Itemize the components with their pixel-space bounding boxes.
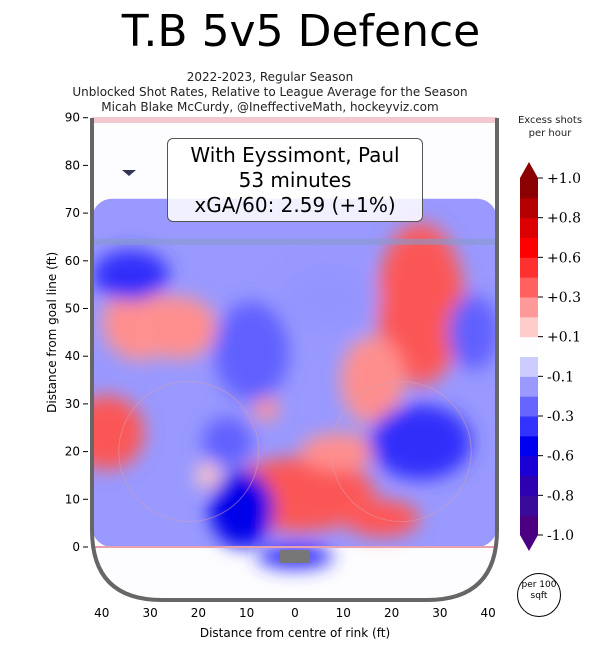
x-tick-label: 30	[432, 606, 447, 620]
x-tick-label: 0	[291, 606, 299, 620]
heat-hotspot-7	[195, 462, 221, 489]
y-tick-label: 90	[65, 111, 80, 125]
y-tick-label: 20	[65, 445, 80, 459]
colorbar-band	[520, 297, 538, 318]
colorbar-max-arrow	[520, 162, 538, 178]
colorbar-band	[520, 396, 538, 417]
heat-hotspot-15	[277, 260, 381, 338]
chart-title: T.B 5v5 Defence	[121, 6, 481, 57]
colorbar-band	[520, 178, 538, 199]
heat-hotspot-13	[369, 403, 472, 481]
heat-hotspot-8	[343, 499, 421, 538]
heat-hotspot-9	[299, 432, 378, 471]
heat-hotspot-12	[209, 470, 274, 547]
colorbar-tick-label: +0.1	[547, 330, 581, 346]
y-axis-label: Distance from goal line (ft)	[45, 252, 59, 413]
subtitle-season: 2022-2023, Regular Season	[186, 70, 354, 84]
y-tick-label: 0	[72, 540, 80, 554]
colorbar-band	[520, 455, 538, 476]
net	[280, 550, 310, 563]
colorbar-tick-label: +0.3	[547, 290, 581, 306]
annotation-player: With Eyssimont, Paul	[190, 143, 400, 167]
colorbar-tick-label: +1.0	[547, 171, 581, 187]
subtitle-credit: Micah Blake McCurdy, @IneffectiveMath, h…	[101, 100, 439, 114]
colorbar-band	[520, 336, 538, 357]
annotation-box: With Eyssimont, Paul 53 minutes xGA/60: …	[167, 138, 423, 222]
unit-badge: per 100 sqft	[517, 573, 561, 617]
colorbar-tick-label: -0.8	[547, 488, 574, 504]
x-tick-label: 20	[191, 606, 206, 620]
subtitle-description: Unblocked Shot Rates, Relative to League…	[72, 85, 468, 99]
y-tick-label: 50	[65, 302, 80, 316]
heat-hotspot-14	[201, 416, 254, 468]
boards	[90, 118, 499, 602]
colorbar-band	[520, 237, 538, 258]
rink-outline	[90, 117, 499, 602]
colorbar: +1.0 +0.8 +0.6 +0.3 +0.1 -0.1 -0.3 -0.6 -0.8 -1.0	[520, 162, 581, 551]
y-tick-label: 30	[65, 397, 80, 411]
heat-hotspot-2	[340, 335, 405, 425]
colorbar-band	[520, 416, 538, 437]
colorbar-band	[520, 515, 538, 536]
annotation-minutes: 53 minutes	[238, 168, 352, 192]
colorbar-band	[520, 257, 538, 278]
colorbar-band	[520, 197, 538, 219]
y-tick-label: 70	[65, 206, 80, 220]
annotation-xga: xGA/60: 2.59 (+1%)	[194, 193, 396, 217]
y-tick-label: 10	[65, 492, 80, 506]
heat-hotspot-1	[375, 221, 466, 387]
heat-hotspot-16	[448, 294, 497, 371]
x-axis-label: Distance from centre of rink (ft)	[200, 626, 390, 640]
colorbar-tick-label: -1.0	[547, 528, 574, 544]
x-tick-label: 40	[481, 606, 496, 620]
faceoff-circle-left	[118, 381, 260, 523]
colorbar-band	[520, 475, 538, 496]
colorbar-tick-label: +0.8	[547, 211, 581, 227]
x-tick-label: 40	[94, 606, 109, 620]
x-tick-label: 10	[239, 606, 254, 620]
colorbar-band	[520, 217, 538, 238]
colorbar-tick-label: -0.6	[547, 449, 574, 465]
axes: 0 10 20 30 40 50 60 70 80 90 40 30 20 10 0 10 20 30 40 Dist…	[45, 111, 496, 640]
colorbar-band	[520, 316, 538, 338]
x-tick-label: 20	[384, 606, 399, 620]
y-tick-label: 80	[65, 158, 80, 172]
colorbar-band	[520, 277, 538, 298]
y-tick-label: 60	[65, 254, 80, 268]
colorbar-tick-label: -0.1	[547, 369, 574, 385]
x-tick-label: 10	[336, 606, 351, 620]
colorbar-min-arrow	[520, 535, 538, 551]
heat-hotspot-10	[92, 249, 170, 301]
faceoff-circle-right	[330, 381, 472, 523]
heat-hotspot-11	[212, 300, 291, 403]
colorbar-tick-label: +0.6	[547, 250, 581, 266]
heat-hotspot-5	[92, 394, 146, 471]
colorbar-band	[520, 435, 538, 457]
x-tick-label: 30	[142, 606, 157, 620]
colorbar-tick-label: -0.3	[547, 409, 574, 425]
faceoff-dot	[122, 170, 136, 176]
heat-hotspot-6	[253, 395, 279, 422]
colorbar-band	[520, 495, 538, 516]
y-tick-label: 40	[65, 349, 80, 363]
colorbar-band	[520, 356, 538, 377]
heat-hotspot-4	[140, 295, 218, 360]
colorbar-title: Excess shots per hour	[517, 115, 583, 139]
colorbar-band	[520, 376, 538, 397]
